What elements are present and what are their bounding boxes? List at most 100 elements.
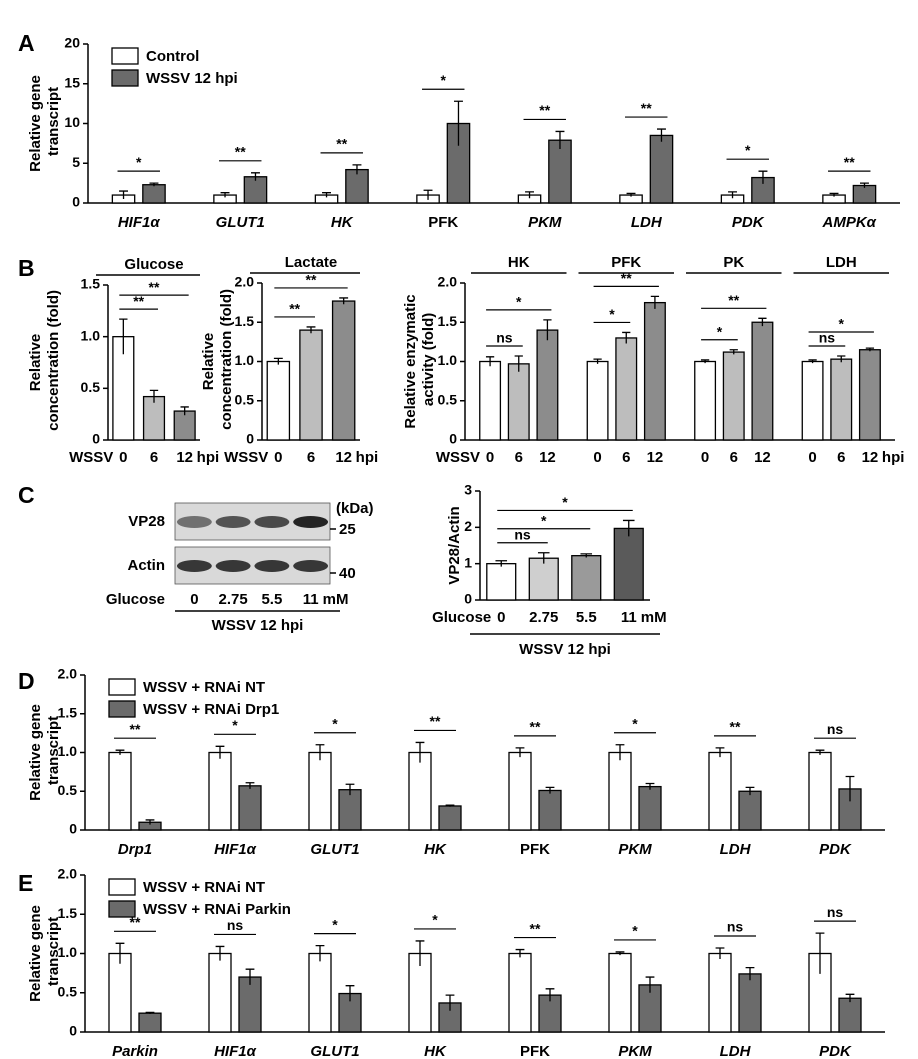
error-bar: [345, 783, 355, 796]
bar: [108, 751, 132, 831]
error-bar: [145, 1011, 155, 1014]
bar: [808, 751, 832, 831]
bar: [508, 952, 532, 1033]
y-tick-label: 0: [449, 431, 457, 447]
legend-label: WSSV + RNAi NT: [143, 879, 265, 896]
y-axis-title-line: Relative: [200, 333, 217, 391]
y-axis-title: Relative gene transcript: [27, 905, 62, 1002]
x-tick-label: PFK: [520, 1043, 550, 1059]
error-bar: [485, 356, 495, 367]
error-bar: [119, 318, 128, 355]
y-tick-label: 1.5: [235, 313, 255, 329]
panel-label: C: [18, 482, 35, 508]
x-tick-label: PDK: [732, 214, 765, 231]
x-tick-label: 12: [176, 449, 193, 466]
y-axis-title-line: Relative enzymatic: [402, 294, 419, 428]
bar: [708, 952, 732, 1033]
y-tick-label: 1.0: [81, 327, 101, 343]
bar: [238, 976, 262, 1033]
y-axis-title: Relative gene transcript: [27, 704, 62, 801]
significance-label: ns: [819, 330, 836, 346]
significance-label: *: [232, 717, 238, 733]
bar: [649, 134, 674, 204]
y-axis-title-line: concentration (fold): [45, 290, 62, 435]
y-tick-label: 1.5: [438, 313, 458, 329]
x-unit: mM: [641, 609, 667, 626]
error-bar: [515, 948, 525, 958]
y-tick-label: 0: [92, 431, 100, 447]
x-tick-label: PDK: [819, 841, 852, 858]
y-axis-title-group: Relative concentration (fold): [200, 289, 235, 434]
error-bar: [423, 189, 433, 200]
x-tick-label: 12: [647, 449, 664, 466]
y-axis-title: Relative gene transcript: [27, 75, 62, 172]
significance-label: *: [136, 154, 142, 170]
x-tick-label: PKM: [528, 214, 562, 231]
x-tick-label: 6: [307, 449, 315, 466]
x-tick-label: PDK: [819, 1043, 852, 1059]
panel-label: A: [18, 30, 35, 56]
bar: [608, 751, 632, 831]
x-tick-label: 12: [539, 449, 556, 466]
error-bar: [860, 182, 869, 188]
error-bar: [245, 968, 255, 985]
blot-caption: WSSV 12 hpi: [212, 617, 304, 634]
bar: [694, 360, 717, 441]
legend-swatch: [111, 69, 139, 87]
significance-label: **: [621, 270, 632, 286]
blot-band-label: VP28: [128, 513, 165, 530]
error-bar: [650, 295, 660, 309]
error-bar: [715, 947, 725, 959]
bar: [479, 360, 502, 441]
y-tick-label: 2.0: [58, 666, 78, 682]
error-bar: [245, 782, 255, 789]
y-tick-label: 3: [464, 482, 472, 498]
error-bar: [149, 389, 159, 403]
bar: [408, 751, 432, 831]
error-bar: [306, 326, 316, 334]
significance-label: **: [306, 272, 317, 288]
x-tick-label: LDH: [720, 841, 752, 858]
blot-band: [293, 516, 329, 528]
legend-label: WSSV + RNAi NT: [143, 679, 265, 696]
error-bar: [545, 786, 555, 794]
bar: [586, 360, 609, 441]
blot-band: [254, 560, 290, 572]
error-bar: [700, 359, 710, 364]
x-tick-label: 12: [862, 449, 879, 466]
significance-label: **: [641, 100, 652, 116]
x-tick-label: 5.5: [576, 609, 597, 626]
significance-label: **: [530, 719, 541, 735]
x-tick-label: Drp1: [118, 841, 152, 858]
y-tick-label: 1: [464, 554, 472, 570]
bar: [508, 751, 532, 831]
error-bar: [415, 940, 425, 967]
error-bar: [615, 744, 625, 761]
x-tick-label: GLUT1: [216, 214, 265, 231]
bar: [858, 349, 881, 441]
bar: [538, 789, 562, 831]
error-bar: [215, 945, 225, 961]
lane-label: 5.5: [261, 591, 282, 608]
significance-label: **: [730, 719, 741, 735]
x-tick-label: 2.75: [529, 609, 558, 626]
bar: [142, 184, 166, 204]
error-bar: [555, 130, 565, 149]
significance-label: ns: [514, 526, 531, 542]
bar: [338, 789, 362, 831]
significance-label: **: [530, 920, 541, 936]
significance-label: **: [149, 279, 160, 295]
error-bar: [515, 747, 525, 758]
y-tick-label: 1.0: [235, 352, 255, 368]
significance-label: ns: [727, 919, 744, 935]
legend-swatch: [108, 878, 136, 896]
y-tick-label: 2.0: [58, 866, 78, 882]
y-tick-label: 1.5: [58, 905, 78, 921]
bar: [838, 997, 862, 1033]
x-tick-label: LDH: [720, 1043, 752, 1059]
x-unit: hpi: [356, 449, 379, 466]
x-unit: hpi: [197, 449, 220, 466]
group-title: LDH: [826, 254, 857, 271]
significance-label: *: [562, 494, 568, 510]
x-tick-label: 0: [497, 609, 505, 626]
